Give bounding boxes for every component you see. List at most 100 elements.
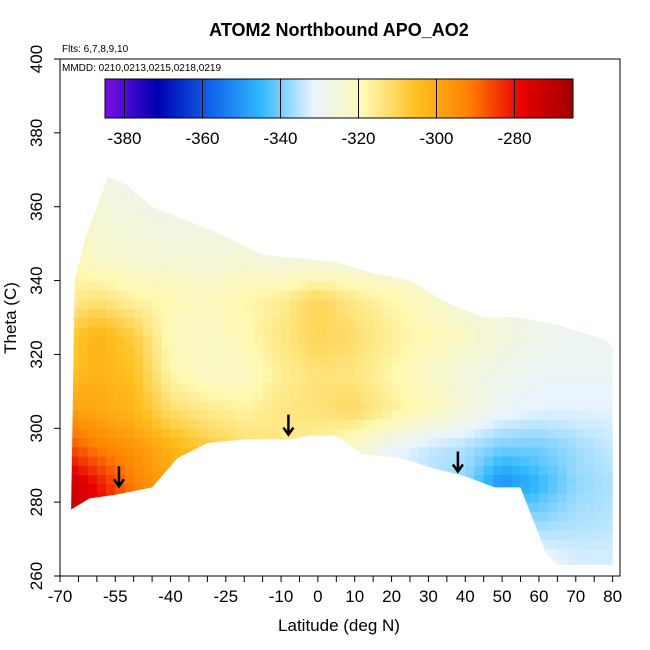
heatmap-cell xyxy=(373,529,383,540)
heatmap-cell xyxy=(262,511,273,522)
heatmap-cell xyxy=(474,428,485,439)
heatmap-cell xyxy=(78,215,89,226)
heatmap-cell xyxy=(97,161,107,171)
heatmap-cell xyxy=(225,539,236,549)
heatmap-cell xyxy=(492,446,503,457)
heatmap-cell xyxy=(207,400,218,411)
heatmap-cell xyxy=(179,391,190,402)
heatmap-cell xyxy=(142,520,153,531)
heatmap-cell xyxy=(400,177,411,180)
heatmap-cell xyxy=(161,474,172,485)
heatmap-cell xyxy=(161,271,172,282)
heatmap-cell xyxy=(428,492,439,503)
heatmap-cell xyxy=(428,215,439,226)
heatmap-cell xyxy=(170,419,181,429)
heatmap-cell xyxy=(391,363,402,374)
heatmap-cell xyxy=(170,188,181,199)
heatmap-cell xyxy=(428,179,439,189)
heatmap-cell xyxy=(456,280,466,291)
heatmap-cell xyxy=(391,483,402,494)
heatmap-cell xyxy=(271,437,282,448)
heatmap-cell xyxy=(225,474,236,485)
heatmap-cell xyxy=(271,428,282,439)
colorbar-tick-label: -340 xyxy=(263,129,297,148)
heatmap-cell xyxy=(391,557,402,565)
heatmap-cell xyxy=(465,502,476,512)
heatmap-cell xyxy=(161,161,171,171)
heatmap-cell xyxy=(290,206,301,217)
heatmap-cell xyxy=(419,177,430,180)
heatmap-cell xyxy=(78,465,89,476)
heatmap-cell xyxy=(225,557,236,565)
heatmap-cell xyxy=(216,428,227,439)
heatmap-cell xyxy=(78,345,89,356)
heatmap-cell xyxy=(106,308,116,319)
heatmap-cell xyxy=(456,252,466,263)
heatmap-cell xyxy=(225,409,236,420)
heatmap-cell xyxy=(124,409,135,420)
heatmap-cell xyxy=(373,363,383,374)
heatmap-cell xyxy=(281,280,291,291)
heatmap-cell xyxy=(225,492,236,503)
heatmap-cell xyxy=(336,539,347,549)
heatmap-cell xyxy=(170,252,181,263)
heatmap-cell xyxy=(502,511,512,522)
heatmap-cell xyxy=(538,206,549,217)
heatmap-cell xyxy=(198,474,208,485)
heatmap-cell xyxy=(317,428,328,439)
heatmap-cell xyxy=(271,409,282,420)
heatmap-cell xyxy=(538,465,549,476)
heatmap-cell xyxy=(244,206,255,217)
heatmap-cell xyxy=(419,511,430,522)
heatmap-cell xyxy=(78,492,89,503)
heatmap-cell xyxy=(456,446,466,457)
heatmap-cell xyxy=(492,197,503,208)
heatmap-cell xyxy=(78,188,89,199)
heatmap-cell xyxy=(179,271,190,282)
heatmap-cell xyxy=(594,363,605,374)
heatmap-cell xyxy=(106,372,116,383)
heatmap-cell xyxy=(391,492,402,503)
heatmap-cell xyxy=(391,437,402,448)
heatmap-cell xyxy=(96,345,107,356)
heatmap-cell xyxy=(483,465,494,476)
heatmap-cell xyxy=(317,382,328,392)
heatmap-cell xyxy=(106,492,116,503)
heatmap-cell xyxy=(428,197,439,208)
heatmap-cell xyxy=(373,335,383,346)
heatmap-cell xyxy=(235,391,245,402)
heatmap-cell xyxy=(198,492,208,503)
heatmap-cell xyxy=(566,428,577,439)
heatmap-cell xyxy=(87,317,98,328)
heatmap-cell xyxy=(244,428,255,439)
heatmap-cell xyxy=(474,474,485,485)
heatmap-cell xyxy=(188,280,199,291)
heatmap-cell xyxy=(96,492,107,503)
heatmap-cell xyxy=(216,252,227,263)
heatmap-cell xyxy=(419,391,430,402)
heatmap-cell xyxy=(60,197,70,207)
heatmap-cell xyxy=(179,225,190,236)
heatmap-cell xyxy=(428,188,439,199)
heatmap-cell xyxy=(317,215,328,226)
heatmap-cell xyxy=(87,225,98,236)
heatmap-cell xyxy=(456,354,466,365)
heatmap-cell xyxy=(142,363,153,374)
heatmap-cell xyxy=(71,289,80,300)
heatmap-cell xyxy=(483,400,494,411)
heatmap-cell xyxy=(235,206,245,217)
heatmap-cell xyxy=(96,409,107,420)
heatmap-cell xyxy=(492,225,503,236)
heatmap-cell xyxy=(308,409,319,420)
heatmap-cell xyxy=(548,252,558,263)
heatmap-cell xyxy=(235,197,245,208)
y-tick-label: 340 xyxy=(27,266,46,294)
heatmap-cell xyxy=(400,317,411,328)
heatmap-cell xyxy=(456,363,466,374)
heatmap-cell xyxy=(419,243,430,254)
heatmap-cell xyxy=(271,557,282,565)
heatmap-cell xyxy=(437,252,448,263)
heatmap-cell xyxy=(345,492,356,503)
heatmap-cell xyxy=(373,299,383,309)
heatmap-cell xyxy=(60,530,70,540)
